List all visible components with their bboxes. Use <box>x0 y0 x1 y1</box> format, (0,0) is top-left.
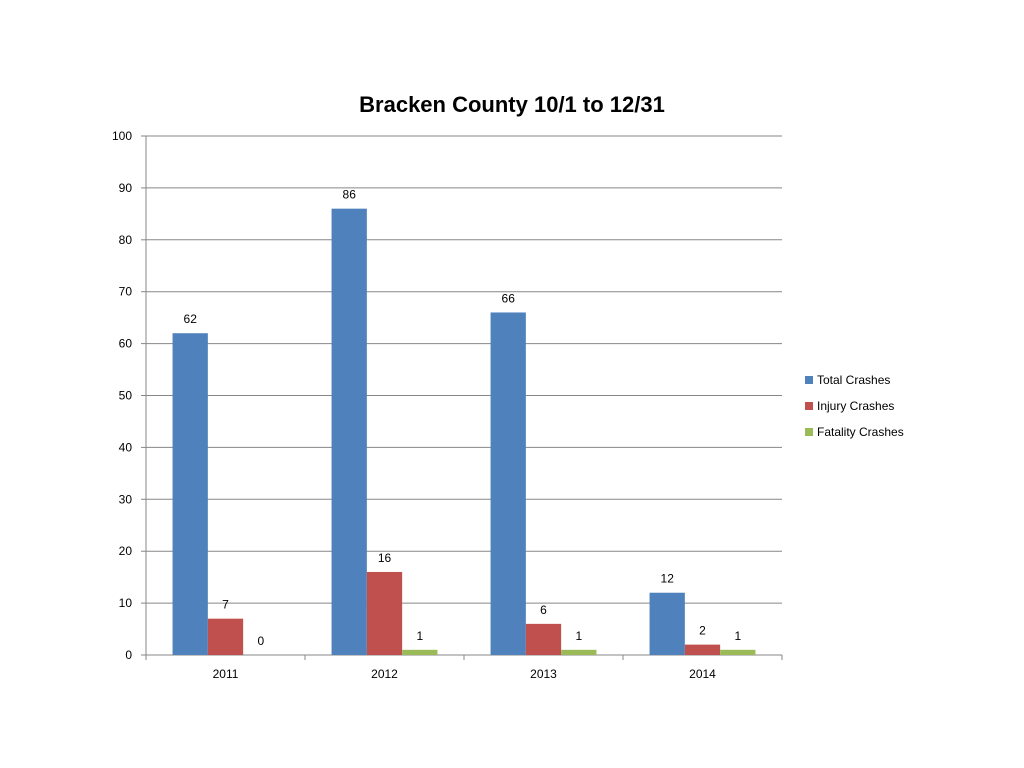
total-crashes-bar <box>331 208 367 655</box>
y-tick-label: 70 <box>119 285 133 299</box>
data-label: 1 <box>734 629 741 643</box>
data-label: 2 <box>699 624 706 638</box>
data-label: 62 <box>184 312 198 326</box>
total-crashes-bar <box>490 312 526 655</box>
total-crashes-bar <box>649 592 685 655</box>
x-tick-label: 2012 <box>371 667 398 681</box>
y-axis-tick-labels: 0 10 20 30 40 50 60 70 80 90 100 <box>112 129 132 662</box>
y-tick-label: 60 <box>119 337 133 351</box>
injury-crashes-bar <box>366 571 403 655</box>
legend-swatch-injury-crashes <box>805 402 813 410</box>
y-tick-label: 20 <box>119 544 133 558</box>
y-tick-label: 80 <box>119 233 133 247</box>
fatality-crashes-bar <box>561 649 597 655</box>
legend-label-fatality-crashes: Fatality Crashes <box>817 425 904 439</box>
data-label: 1 <box>416 629 423 643</box>
bars <box>172 208 756 655</box>
data-label: 0 <box>257 634 264 648</box>
legend-swatch-fatality-crashes <box>805 428 813 436</box>
data-label: 16 <box>378 551 392 565</box>
y-tick-label: 100 <box>112 129 132 143</box>
injury-crashes-bar <box>525 623 562 655</box>
legend-label-injury-crashes: Injury Crashes <box>817 399 894 413</box>
chart-title: Bracken County 10/1 to 12/31 <box>359 92 665 117</box>
x-tick-label: 2013 <box>530 667 557 681</box>
y-tick-label: 90 <box>119 181 133 195</box>
legend: Total Crashes Injury Crashes Fatality Cras… <box>805 373 904 439</box>
legend-label-total-crashes: Total Crashes <box>817 373 890 387</box>
y-tick-label: 30 <box>119 492 133 506</box>
legend-swatch-total-crashes <box>805 376 813 384</box>
data-label: 7 <box>222 598 229 612</box>
y-tick-label: 40 <box>119 440 133 454</box>
fatality-crashes-bar <box>720 649 756 655</box>
fatality-crashes-bar <box>402 649 438 655</box>
data-label: 12 <box>661 572 675 586</box>
y-tick-label: 0 <box>125 648 132 662</box>
data-label: 6 <box>540 603 547 617</box>
y-tick-label: 10 <box>119 596 133 610</box>
axes <box>141 135 783 660</box>
total-crashes-bar <box>172 333 208 655</box>
injury-crashes-bar <box>207 618 244 655</box>
data-label: 66 <box>502 291 516 305</box>
x-axis-tick-labels: 2011 2012 2013 2014 <box>213 667 717 681</box>
gridlines <box>146 135 782 604</box>
x-tick-label: 2011 <box>213 667 239 681</box>
injury-crashes-bar <box>684 644 721 655</box>
x-tick-label: 2014 <box>689 667 716 681</box>
y-tick-label: 50 <box>119 389 133 403</box>
data-label: 86 <box>343 188 357 202</box>
data-label: 1 <box>575 629 582 643</box>
